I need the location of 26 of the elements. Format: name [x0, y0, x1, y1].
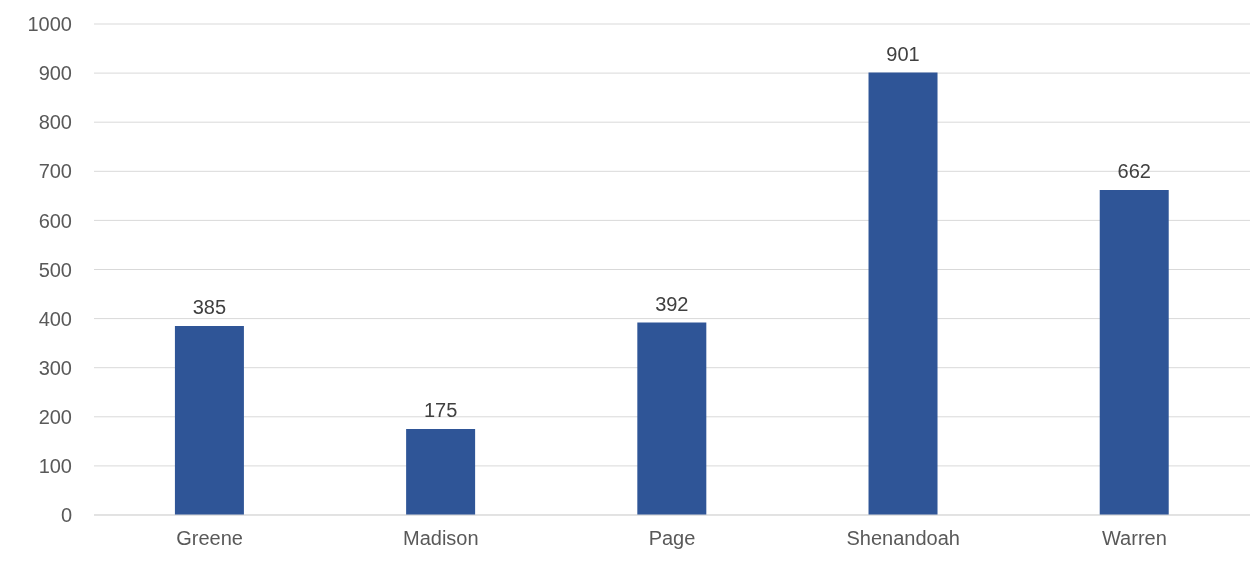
y-tick-label: 0 — [60, 504, 72, 527]
y-tick-label: 500 — [38, 258, 72, 281]
y-tick-label: 900 — [38, 62, 72, 85]
y-tick-label: 800 — [38, 111, 72, 134]
data-label: 662 — [1117, 159, 1151, 182]
y-tick-label: 1000 — [27, 13, 72, 36]
y-tick-label: 600 — [38, 209, 72, 232]
data-label: 901 — [886, 42, 920, 65]
y-tick-label: 300 — [38, 356, 72, 379]
bar — [1099, 189, 1169, 515]
y-tick-label: 700 — [38, 160, 72, 183]
x-tick-label: Warren — [1101, 527, 1167, 550]
data-label: 385 — [192, 295, 227, 318]
data-label: 175 — [423, 399, 458, 422]
bar — [174, 325, 244, 515]
bar — [637, 322, 707, 515]
y-tick-label: 400 — [38, 307, 72, 330]
bar — [868, 72, 938, 515]
y-tick-label: 100 — [38, 455, 72, 477]
data-label: 392 — [655, 292, 689, 315]
x-tick-label: Shenandoah — [846, 527, 960, 550]
y-tick-label: 200 — [38, 405, 72, 428]
x-tick-label: Page — [648, 527, 696, 550]
x-tick-label: Greene — [176, 527, 243, 550]
bar — [406, 429, 476, 515]
x-tick-label: Madison — [403, 527, 479, 550]
